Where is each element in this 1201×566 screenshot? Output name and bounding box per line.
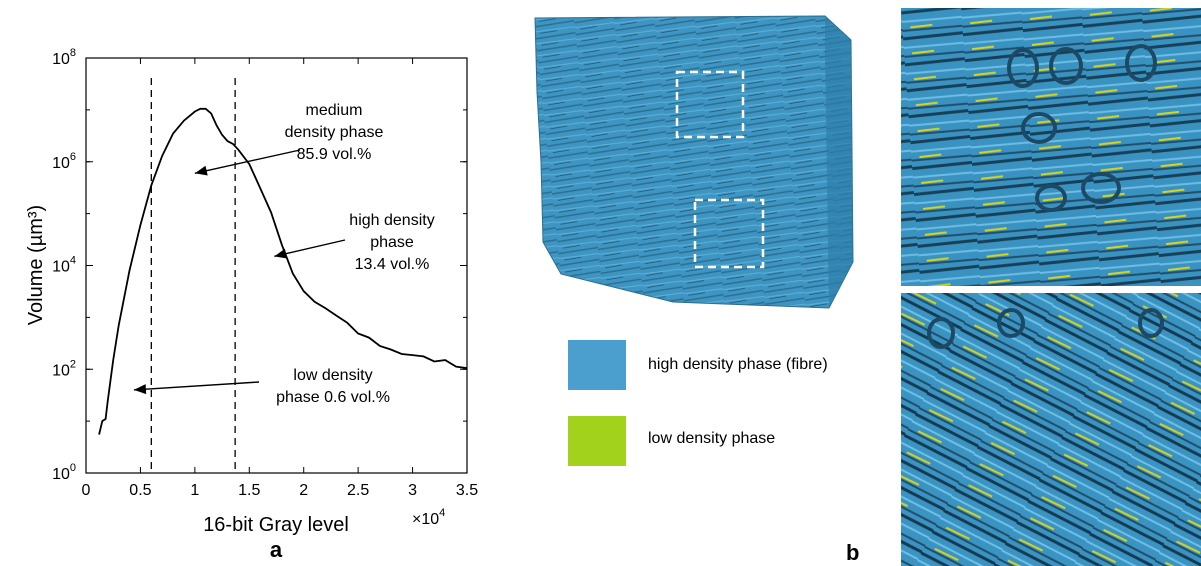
x-axis-title: 16-bit Gray level	[203, 514, 349, 536]
y-tick-label: 106	[52, 151, 76, 172]
x-ticks: 0 0.5 1 1.5 2 2.5 3 3.5	[82, 58, 478, 499]
legend-label-high-density: high density phase (fibre)	[648, 356, 828, 373]
volume-curve	[98, 107, 468, 435]
annotation-arrow	[194, 149, 301, 174]
panel-label-a: a	[270, 537, 283, 562]
annotation-arrowhead	[194, 165, 208, 176]
zoom-render-top	[901, 8, 1201, 286]
y-tick-label: 100	[52, 462, 76, 483]
fibre-volume-render	[533, 12, 863, 322]
x-multiplier: ×104	[412, 507, 445, 528]
legend-label-low-density: low density phase	[648, 430, 776, 447]
y-tick-label: 108	[52, 47, 76, 68]
x-tick-label: 2.5	[347, 482, 369, 499]
annotation-arrowhead	[274, 248, 288, 259]
x-tick-label: 2	[299, 482, 308, 499]
y-tick-label: 104	[52, 255, 76, 276]
x-tick-label: 1.5	[238, 482, 260, 499]
render-illustration	[534, 15, 854, 309]
annotation-text: low density phase 0.6 vol.%	[276, 367, 390, 406]
x-tick-label: 3	[408, 482, 417, 499]
y-axis-title: Volume (µm³)	[25, 205, 47, 325]
y-tick-label: 102	[52, 358, 76, 379]
x-tick-label: 1	[190, 482, 199, 499]
zoom-box-top	[675, 70, 745, 139]
annotations: medium density phase 85.9 vol.% high densit…	[133, 102, 435, 406]
x-tick-label: 0.5	[129, 482, 151, 499]
zoom-render-bottom	[901, 293, 1201, 566]
annotation-arrowhead	[133, 384, 147, 395]
annotation-text: medium density phase 85.9 vol.%	[285, 102, 384, 163]
threshold-lines	[150, 78, 236, 473]
x-tick-label: 0	[82, 482, 91, 499]
annotation-arrow	[274, 239, 346, 258]
x-tick-label: 3.5	[456, 482, 478, 499]
zoom-box-bottom	[693, 198, 765, 269]
y-ticks: 100 102 104 106 108	[52, 47, 467, 483]
annotation-text: high density phase 13.4 vol.%	[349, 212, 434, 273]
panel-label-b: b	[846, 540, 860, 565]
chart-a: 0 0.5 1 1.5 2 2.5 3 3.5 100 102 104 106 108 medium d…	[25, 47, 478, 562]
annotation-arrow	[133, 381, 260, 391]
legend-swatch-high-density	[568, 340, 626, 390]
legend-swatch-low-density	[568, 416, 626, 466]
